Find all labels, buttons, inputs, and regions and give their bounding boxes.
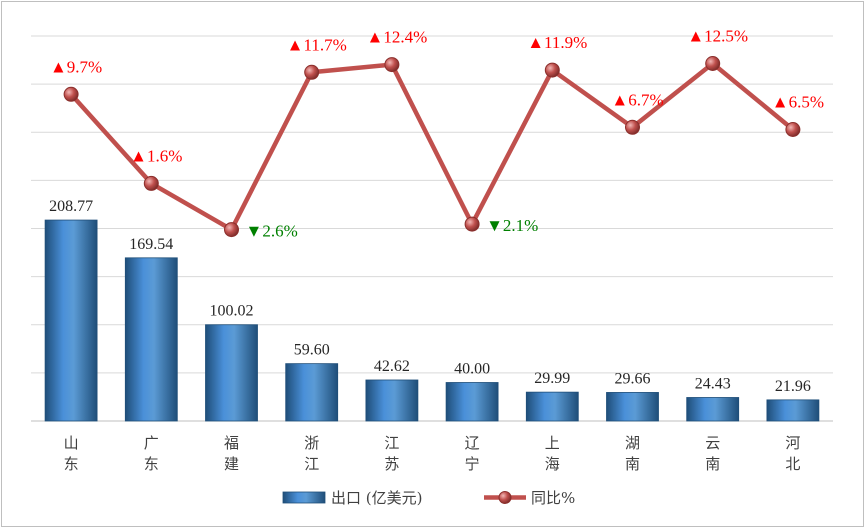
bar-8 (686, 397, 740, 422)
yoy-label: ▼2.6% (246, 222, 298, 241)
bar-1 (124, 257, 178, 422)
x-tick-label: 山东 (64, 434, 79, 473)
bar-value-label: 29.66 (615, 370, 651, 387)
line-point-2 (224, 222, 239, 238)
legend: 出口 (亿美元) 同比% (282, 489, 575, 507)
x-tick-label: 辽宁 (465, 434, 480, 473)
x-axis-ticks: 山东 广东 福建 浙江 江苏 辽宁 上海 湖南 云南 河北 (64, 434, 801, 473)
yoy-label: ▲9.7% (50, 57, 102, 76)
bar-value-label: 40.00 (454, 361, 490, 378)
x-tick-label: 江苏 (384, 434, 399, 473)
line-point-1 (143, 175, 159, 191)
bar-value-label: 24.43 (695, 375, 731, 392)
bar-6 (525, 391, 579, 422)
line-point-9 (785, 122, 801, 137)
bar-value-label: 169.54 (129, 236, 173, 253)
x-tick-label: 福建 (224, 434, 239, 473)
bar-9 (766, 399, 820, 422)
bar-2 (205, 324, 258, 422)
line-point-7 (625, 119, 640, 135)
line-point-5 (464, 216, 480, 232)
yoy-line (68, 61, 796, 232)
bar-series (44, 219, 820, 422)
line-point-3 (304, 64, 320, 80)
x-tick-label: 广东 (144, 434, 159, 473)
bar-5 (445, 382, 499, 422)
legend-line-marker (498, 491, 512, 504)
x-tick-label: 云南 (705, 434, 720, 473)
yoy-label: ▲11.9% (527, 33, 587, 52)
legend-line-label: 同比% (531, 489, 575, 507)
legend-bar-swatch (282, 491, 326, 504)
line-point-4 (384, 57, 400, 73)
bar-value-label: 208.77 (49, 198, 93, 215)
line-point-0 (63, 86, 79, 102)
x-tick-label: 浙江 (304, 434, 319, 473)
bar-4 (365, 379, 419, 422)
yoy-label: ▲6.7% (611, 90, 663, 109)
legend-bar-label: 出口 (亿美元) (331, 489, 422, 507)
yoy-label: ▲6.5% (772, 93, 824, 112)
bar-value-label: 100.02 (210, 303, 254, 320)
bar-value-label: 29.99 (534, 370, 570, 387)
yoy-label: ▼2.1% (486, 216, 538, 235)
data-labels: 208.77 169.54 100.02 59.60 42.62 40.00 29.99 29… (49, 27, 824, 395)
yoy-label: ▲11.7% (287, 35, 347, 54)
bar-value-label: 59.60 (294, 342, 330, 359)
yoy-label: ▲12.5% (687, 27, 748, 46)
line-point-6 (544, 62, 560, 78)
line-point-8 (705, 56, 721, 71)
x-tick-label: 河北 (785, 434, 800, 473)
bar-3 (285, 363, 339, 422)
bar-value-label: 42.62 (374, 358, 410, 375)
x-tick-label: 湖南 (625, 434, 640, 473)
bar-7 (606, 392, 659, 422)
line-series (63, 56, 801, 238)
bar-value-label: 21.96 (775, 378, 811, 395)
yoy-label: ▲1.6% (130, 146, 182, 165)
x-tick-label: 上海 (545, 434, 560, 473)
yoy-label: ▲12.4% (367, 28, 428, 47)
bar-0 (44, 219, 98, 422)
